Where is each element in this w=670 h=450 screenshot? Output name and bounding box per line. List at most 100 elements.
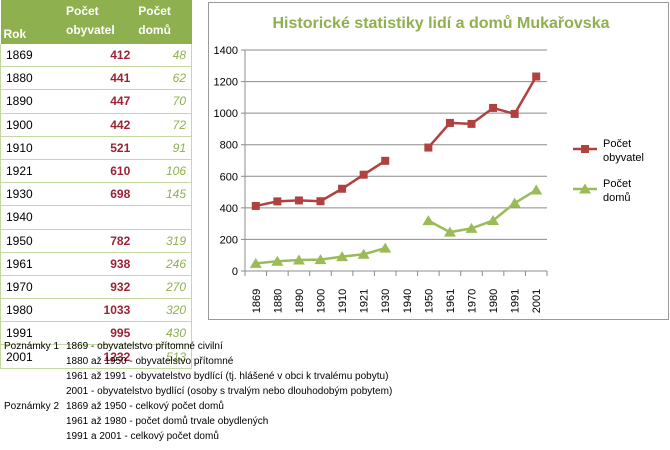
cell-population[interactable]: 938 <box>63 252 136 276</box>
data-point[interactable] <box>508 197 521 208</box>
cell-population[interactable]: 447 <box>63 89 136 114</box>
cell-population[interactable]: 1232 <box>63 344 136 369</box>
data-point[interactable] <box>465 222 478 233</box>
cell-year[interactable]: 1869 <box>0 44 63 68</box>
cell-houses[interactable]: 320 <box>135 298 193 323</box>
note-label <box>4 414 66 429</box>
data-point[interactable] <box>273 197 282 206</box>
cell-population[interactable] <box>63 205 136 230</box>
legend-entry[interactable]: Počet domů <box>603 178 631 204</box>
legend-marker[interactable] <box>579 183 591 194</box>
table-row: 1980 1033 320 <box>0 298 193 323</box>
cell-houses[interactable]: 62 <box>135 66 193 91</box>
cell-year[interactable]: 1910 <box>0 136 63 160</box>
cell-year[interactable]: 1880 <box>0 66 63 91</box>
series-line <box>427 188 537 234</box>
x-tick-label: 1930 <box>380 289 392 313</box>
header-population[interactable]: Počet obyvatel <box>63 0 136 44</box>
cell-houses[interactable]: 430 <box>135 321 193 346</box>
cell-houses[interactable]: 145 <box>135 182 193 207</box>
legend-entry[interactable]: Počet obyvatel <box>603 138 644 164</box>
note-row: 1880 až 1950 - obyvatelstvo přítomné <box>4 354 392 369</box>
note-text: 1961 až 1980 - počet domů trvale obydlen… <box>66 416 269 427</box>
x-tick-label: 1880 <box>272 289 284 313</box>
statistics-table: Rok Počet obyvatel Počet domů 1869 412 48 1… <box>0 0 193 369</box>
cell-population[interactable]: 441 <box>63 66 136 91</box>
cell-population[interactable]: 610 <box>63 159 136 184</box>
data-point[interactable] <box>249 257 262 268</box>
cell-year[interactable]: 1921 <box>0 159 63 184</box>
cell-population[interactable]: 995 <box>63 321 136 346</box>
cell-houses[interactable]: 48 <box>135 44 193 68</box>
cell-population[interactable]: 442 <box>63 113 136 137</box>
data-point[interactable] <box>530 184 543 195</box>
cell-houses[interactable]: 270 <box>135 275 193 300</box>
data-point[interactable] <box>292 254 305 265</box>
cell-population[interactable]: 412 <box>63 44 136 68</box>
data-point[interactable] <box>271 255 284 266</box>
data-point[interactable] <box>489 103 498 112</box>
data-point[interactable] <box>316 197 325 206</box>
table-row: 1869 412 48 <box>0 44 193 68</box>
cell-year[interactable]: 2001 <box>0 344 63 369</box>
cell-year[interactable]: 1900 <box>0 113 63 137</box>
cell-houses[interactable]: 72 <box>135 113 193 137</box>
note-text: 1991 a 2001 - celkový počet domů <box>66 431 219 442</box>
x-tick-label: 1950 <box>423 289 435 313</box>
data-point[interactable] <box>251 201 260 210</box>
notes: Poznámky 1 1869 - obyvatelstvo přítomné c… <box>4 339 392 444</box>
data-point[interactable] <box>338 184 347 193</box>
cell-year[interactable]: 1991 <box>0 321 63 346</box>
cell-population[interactable]: 698 <box>63 182 136 207</box>
data-point[interactable] <box>487 214 500 225</box>
table-row: 1961 938 246 <box>0 252 193 276</box>
cell-population[interactable]: 521 <box>63 136 136 160</box>
data-point[interactable] <box>445 118 454 127</box>
cell-year[interactable]: 1940 <box>0 205 63 230</box>
header-houses[interactable]: Počet domů <box>135 0 192 44</box>
data-point[interactable] <box>532 72 541 81</box>
cell-year[interactable]: 1890 <box>0 89 63 114</box>
cell-houses[interactable]: 91 <box>135 136 193 160</box>
data-point[interactable] <box>510 109 519 118</box>
y-tick-label: 600 <box>220 171 238 183</box>
gridlines <box>245 49 547 240</box>
cell-year[interactable]: 1980 <box>0 298 63 323</box>
legend-marker[interactable] <box>581 145 589 153</box>
cell-year[interactable]: 1930 <box>0 182 63 207</box>
cell-houses[interactable]: 70 <box>135 89 193 114</box>
note-row: Poznámky 1 1869 - obyvatelstvo přítomné c… <box>4 339 392 354</box>
data-point[interactable] <box>357 248 370 259</box>
note-label: Poznámky 2 <box>4 401 60 412</box>
cell-population[interactable]: 1033 <box>63 298 136 323</box>
data-point[interactable] <box>359 170 368 179</box>
cell-year[interactable]: 1961 <box>0 252 63 276</box>
note-text: 1869 až 1950 - celkový počet domů <box>66 401 224 412</box>
cell-houses[interactable]: 106 <box>135 159 193 184</box>
cell-year[interactable]: 1950 <box>0 229 63 253</box>
cell-houses[interactable]: 513 <box>135 344 193 369</box>
series <box>249 72 543 268</box>
data-point[interactable] <box>422 215 435 226</box>
data-point[interactable] <box>379 242 392 253</box>
data-point[interactable] <box>294 196 303 205</box>
table-body: 1869 412 48 1880 441 62 1890 447 70 1900 442 72 1910… <box>0 44 193 369</box>
data-point[interactable] <box>381 156 390 165</box>
cell-houses[interactable]: 319 <box>135 229 193 253</box>
note-text: 1880 až 1950 - obyvatelstvo přítomné <box>66 356 234 367</box>
chart-area[interactable]: Historické statistiky lidí a domů Mukařo… <box>208 2 669 320</box>
header-year[interactable]: Rok <box>0 0 63 44</box>
data-point[interactable] <box>467 119 476 128</box>
cell-houses[interactable] <box>135 205 193 230</box>
table-row: 1940 <box>0 205 193 230</box>
data-point[interactable] <box>424 143 433 152</box>
cell-population[interactable]: 932 <box>63 275 136 300</box>
data-point[interactable] <box>336 251 349 262</box>
data-point[interactable] <box>314 254 327 265</box>
data-point[interactable] <box>443 226 456 237</box>
cell-year[interactable]: 1970 <box>0 275 63 300</box>
line-chart: Historické statistiky lidí a domů Mukařo… <box>214 15 644 313</box>
cell-population[interactable]: 782 <box>63 229 136 253</box>
cell-houses[interactable]: 246 <box>135 252 193 276</box>
legend: Počet obyvatel Počet domů <box>573 138 644 204</box>
